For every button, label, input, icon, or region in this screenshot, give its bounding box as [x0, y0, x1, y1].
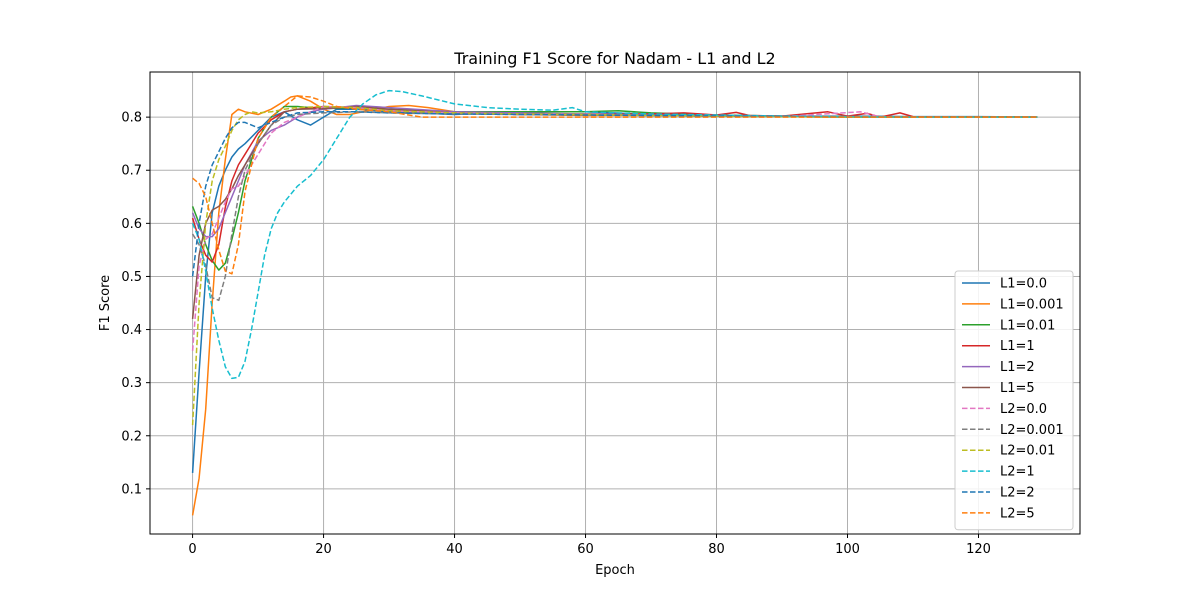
- y-tick-label: 0.3: [121, 376, 142, 391]
- y-tick-label: 0.8: [121, 111, 142, 126]
- legend-label: L2=5: [1000, 506, 1035, 521]
- legend-label: L1=0.0: [1000, 277, 1047, 292]
- x-tick-label: 0: [188, 542, 196, 557]
- y-axis-label: F1 Score: [98, 275, 113, 331]
- x-tick-label: 100: [835, 542, 860, 557]
- chart-title: Training F1 Score for Nadam - L1 and L2: [453, 49, 775, 68]
- x-axis-label: Epoch: [595, 563, 635, 578]
- legend-label: L1=5: [1000, 381, 1035, 396]
- x-tick-label: 80: [708, 542, 725, 557]
- x-tick-label: 60: [577, 542, 594, 557]
- legend-label: L2=0.001: [1000, 423, 1064, 438]
- y-tick-label: 0.5: [121, 270, 142, 285]
- plot-frame: [149, 71, 1081, 535]
- x-tick-label: 120: [966, 542, 991, 557]
- series-lines: [191, 89, 1038, 516]
- x-tick-label: 20: [315, 542, 332, 557]
- y-tick-label: 0.6: [121, 217, 142, 232]
- legend-label: L2=0.0: [1000, 402, 1047, 417]
- series-line: [191, 105, 1038, 351]
- legend-label: L1=0.001: [1000, 297, 1064, 312]
- x-tick-label: 40: [446, 542, 463, 557]
- legend-label: L2=0.01: [1000, 444, 1055, 459]
- series-line: [191, 89, 1038, 380]
- legend-box: [954, 270, 1074, 531]
- series-line: [192, 95, 1038, 275]
- legend: L1=0.0 L1=0.001 L1=0.01 L1=1 L1=2 L1=5 L2=0.0 L…: [954, 270, 1074, 531]
- y-tick-label: 0.4: [121, 323, 142, 338]
- legend-label: L1=2: [1000, 360, 1035, 375]
- axis-ticks: 0 20 40 60 80 100 120 0.1 0.2 0.3 0.4 0.5 0.6 0.7 0.8: [121, 111, 991, 557]
- y-tick-label: 0.2: [121, 429, 142, 444]
- legend-label: L2=2: [1000, 486, 1035, 501]
- legend-label: L1=0.01: [1000, 318, 1055, 333]
- y-tick-label: 0.1: [121, 482, 142, 497]
- y-tick-label: 0.7: [121, 164, 142, 179]
- legend-label: L1=1: [1000, 339, 1035, 354]
- legend-label: L2=1: [1000, 465, 1035, 480]
